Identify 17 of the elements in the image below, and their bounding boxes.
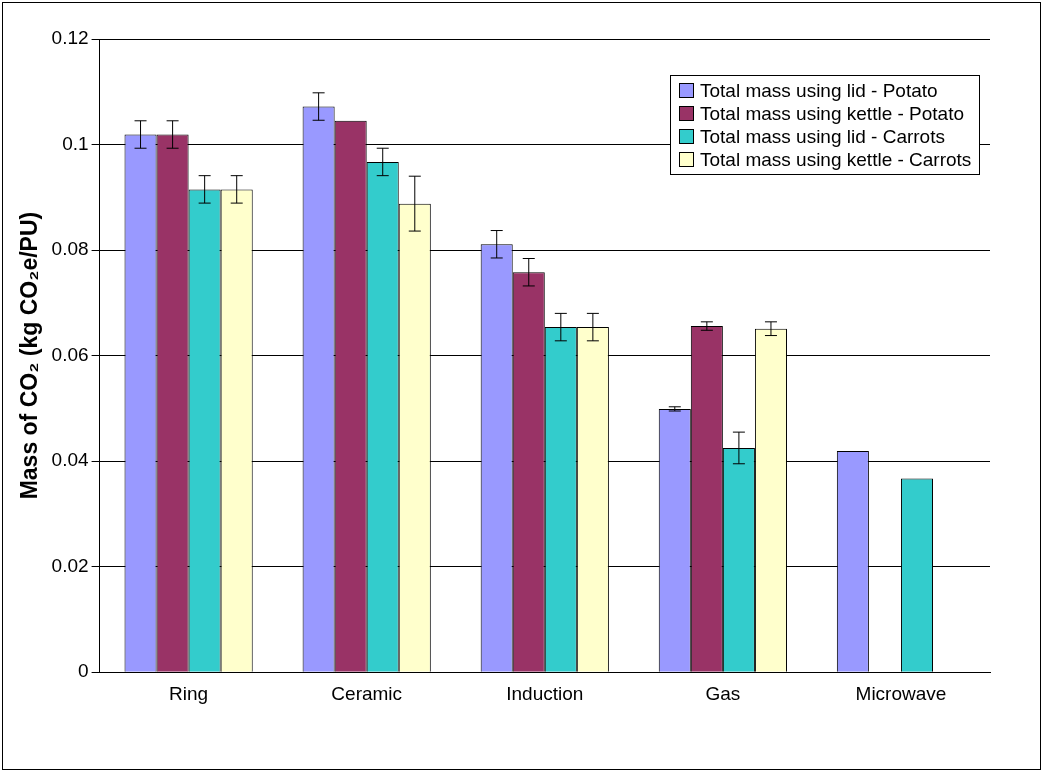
y-tick-label: 0.06 — [51, 343, 89, 365]
y-tick-label: 0.04 — [51, 449, 90, 471]
x-tick-label: Induction — [506, 682, 584, 704]
legend-label: Total mass using kettle - Carrots — [699, 148, 972, 171]
y-tick-label: 0.08 — [51, 238, 89, 260]
y-axis-title: Mass of CO₂ (kg CO₂e/PU) — [16, 211, 43, 500]
legend-label: Total mass using lid - Potato — [699, 79, 939, 102]
x-tick-label: Ceramic — [331, 682, 403, 704]
x-tick-label: Ring — [169, 682, 209, 704]
x-tick-label: Microwave — [855, 682, 947, 704]
y-tick-label: 0 — [78, 660, 89, 682]
y-tick-label: 0.1 — [62, 132, 89, 154]
x-tick-label: Gas — [705, 682, 741, 704]
legend-label: Total mass using lid - Carrots — [699, 125, 946, 148]
y-tick-label: 0.02 — [51, 554, 89, 576]
legend-label: Total mass using kettle - Potato — [699, 102, 965, 125]
y-tick-label: 0.12 — [51, 27, 89, 49]
